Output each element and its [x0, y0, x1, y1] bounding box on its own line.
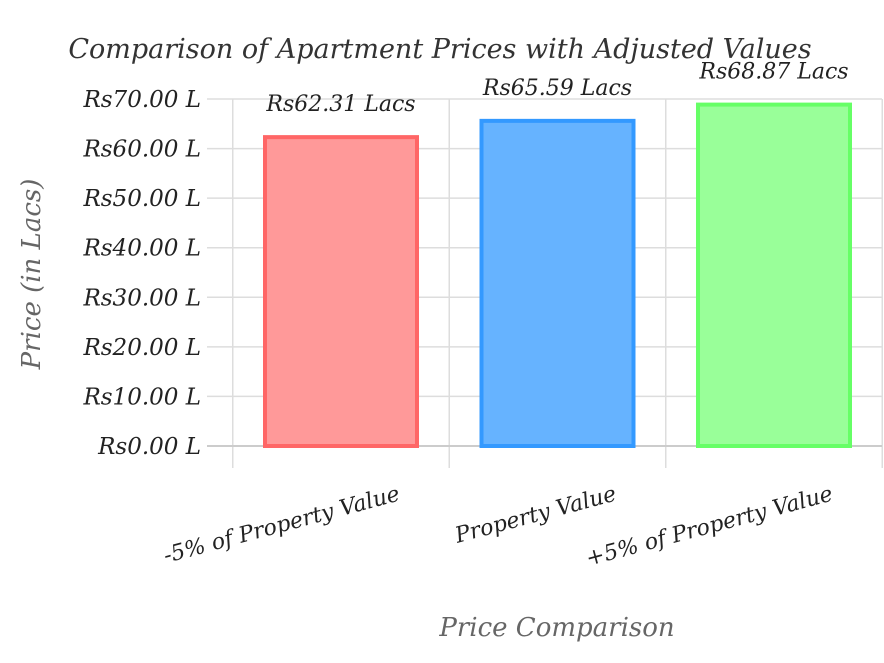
y-tick-label: Rs40.00 L: [82, 236, 201, 262]
y-axis-label: Price (in Lacs): [17, 179, 47, 371]
x-axis-ticks: -5% of Property Value Property Value+5% o…: [161, 482, 836, 572]
y-tick-label: Rs10.00 L: [82, 384, 201, 410]
data-labels: Rs62.31 Lacs Rs65.59 Lacs Rs68.87 Lacs: [265, 60, 848, 118]
y-tick-label: Rs20.00 L: [82, 335, 201, 361]
y-tick-label: Rs50.00 L: [82, 186, 201, 212]
bars: [263, 102, 852, 449]
y-tick-label: Rs70.00 L: [82, 87, 201, 113]
x-tick-label: -5% of Property Value: [161, 482, 403, 569]
bar: [263, 135, 419, 448]
bar: [479, 118, 636, 449]
data-label: Rs65.59 Lacs: [482, 76, 632, 101]
bar: [696, 102, 852, 449]
y-tick-label: Rs0.00 L: [97, 434, 201, 460]
x-axis-label: Price Comparison: [438, 613, 674, 643]
y-tick-label: Rs60.00 L: [82, 137, 201, 163]
x-tick-label: +5% of Property Value: [583, 482, 835, 572]
chart-title: Comparison of Apartment Prices with Adju…: [68, 34, 811, 65]
y-axis-ticks: Rs0.00 L Rs10.00 L Rs20.00 L Rs30.00 L Rs40.…: [82, 87, 201, 460]
y-tick-label: Rs30.00 L: [82, 285, 201, 311]
x-tick-label: Property Value: [452, 482, 619, 549]
data-label: Rs68.87 Lacs: [698, 60, 848, 85]
data-label: Rs62.31 Lacs: [265, 92, 415, 117]
